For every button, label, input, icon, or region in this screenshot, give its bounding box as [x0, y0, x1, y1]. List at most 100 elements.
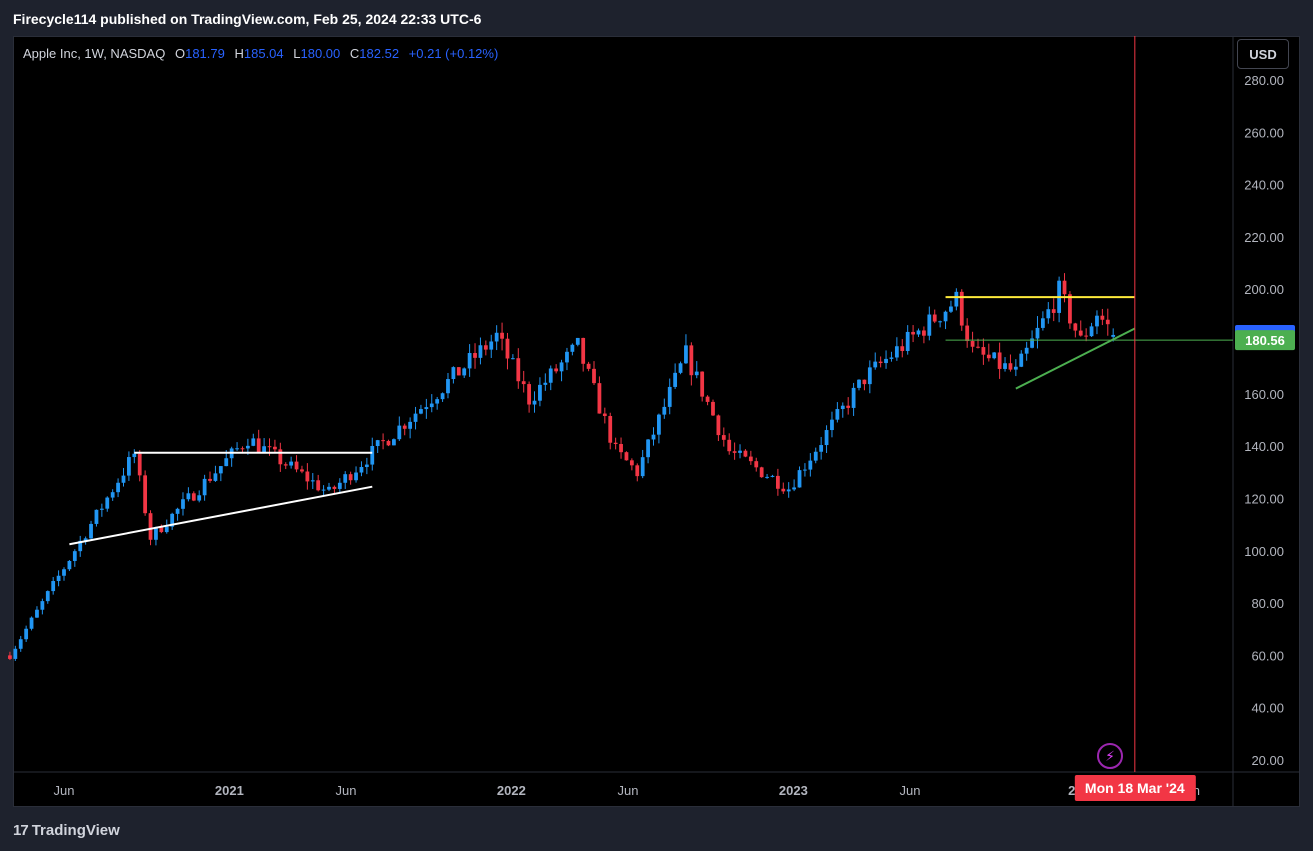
candle-body	[538, 384, 542, 401]
x-tick-label: 2021	[215, 783, 244, 798]
x-tick-label: Jun	[336, 783, 357, 798]
candle-body	[348, 474, 353, 481]
candle-body	[494, 332, 499, 342]
open-value: 181.79	[185, 46, 225, 61]
candle-body	[208, 478, 212, 481]
candle-body	[884, 358, 888, 364]
candle-body	[965, 325, 970, 342]
candle-body	[889, 357, 894, 359]
candle-body	[911, 331, 915, 335]
candle-body	[278, 449, 283, 465]
candle-body	[808, 460, 813, 470]
candle-body	[440, 393, 445, 400]
candle-body	[1024, 347, 1029, 354]
y-tick-label: 140.00	[1244, 439, 1284, 454]
candle-body	[646, 439, 650, 458]
candle-body	[202, 478, 207, 496]
chart-pane[interactable]	[13, 36, 1300, 807]
candle-body	[316, 480, 321, 491]
candle-body	[181, 499, 185, 509]
candle-body	[510, 358, 515, 360]
candle-body	[24, 628, 29, 640]
candle-body	[435, 399, 440, 404]
candle-body	[1035, 327, 1040, 339]
tradingview-logo-icon: 17	[13, 821, 29, 839]
publisher-header: Firecycle114 published on TradingView.co…	[0, 0, 1313, 36]
candle-body	[684, 345, 688, 364]
low-value: 180.00	[300, 46, 341, 61]
candle-body	[413, 413, 418, 422]
candle-body	[927, 314, 932, 336]
symbol-name[interactable]: Apple Inc, 1W, NASDAQ	[23, 46, 166, 61]
candle-body	[976, 346, 980, 348]
open-label: O	[174, 46, 186, 61]
candle-body	[505, 338, 510, 359]
y-tick-label: 240.00	[1244, 178, 1284, 193]
candle-body	[1062, 280, 1067, 295]
candle-body	[332, 486, 337, 489]
candle-body	[727, 439, 732, 452]
candle-body	[397, 425, 402, 440]
candle-body	[462, 368, 467, 376]
white-support-trendline	[69, 485, 373, 546]
candle-body	[959, 291, 964, 326]
candle-body	[267, 446, 272, 448]
candle-body	[1040, 318, 1045, 328]
support-price-badge: 180.56	[1245, 333, 1285, 348]
candle-body	[1068, 294, 1072, 324]
y-tick-label: 160.00	[1244, 387, 1284, 402]
candle-body	[602, 413, 607, 417]
lightning-icon[interactable]: ⚡	[1097, 743, 1123, 769]
candle-body	[721, 435, 726, 440]
candle-body	[164, 526, 169, 533]
candle-body	[89, 523, 93, 539]
candle-body	[94, 509, 99, 524]
candle-body	[321, 489, 326, 491]
candle-body	[235, 448, 239, 450]
candle-body	[694, 371, 699, 376]
close-value: 182.52	[359, 46, 400, 61]
candle-body	[775, 475, 780, 489]
candle-body	[586, 363, 591, 369]
candle-body	[473, 353, 477, 358]
candle-body	[565, 351, 569, 363]
candle-body	[354, 472, 358, 481]
candle-body	[127, 457, 131, 476]
candle-body	[743, 450, 748, 457]
candle-body	[186, 493, 191, 500]
crosshair-date-label: Mon 18 Mar '24	[1085, 780, 1185, 796]
candle-body	[359, 467, 364, 473]
candle-body	[500, 332, 504, 339]
candle-body	[62, 569, 66, 576]
candle-body	[337, 482, 342, 489]
currency-button[interactable]: USD	[1237, 39, 1289, 69]
candle-body	[289, 461, 294, 466]
footer-brand: 17 TradingView	[13, 818, 120, 842]
candle-body	[364, 464, 369, 468]
candle-body	[700, 371, 705, 397]
candle-body	[224, 458, 229, 467]
candle-body	[283, 464, 288, 466]
candle-body	[213, 473, 218, 481]
candle-body	[613, 442, 618, 444]
high-label: H	[234, 46, 244, 61]
x-tick-label: Jun	[618, 783, 639, 798]
candle-body	[1030, 338, 1034, 348]
candle-body	[894, 346, 899, 358]
candle-body	[516, 358, 521, 382]
candle-body	[45, 591, 50, 602]
candle-body	[121, 475, 126, 483]
candle-body	[294, 461, 299, 470]
candle-body	[29, 617, 34, 629]
candle-body	[527, 384, 531, 405]
candle-body	[170, 513, 175, 527]
y-tick-label: 20.00	[1251, 753, 1284, 768]
candle-body	[1003, 363, 1007, 369]
candle-body	[305, 471, 310, 482]
candle-body	[905, 331, 910, 351]
x-tick-label: 2023	[779, 783, 808, 798]
candle-body	[629, 460, 634, 466]
candle-body	[1105, 319, 1110, 325]
candle-body	[770, 475, 775, 477]
